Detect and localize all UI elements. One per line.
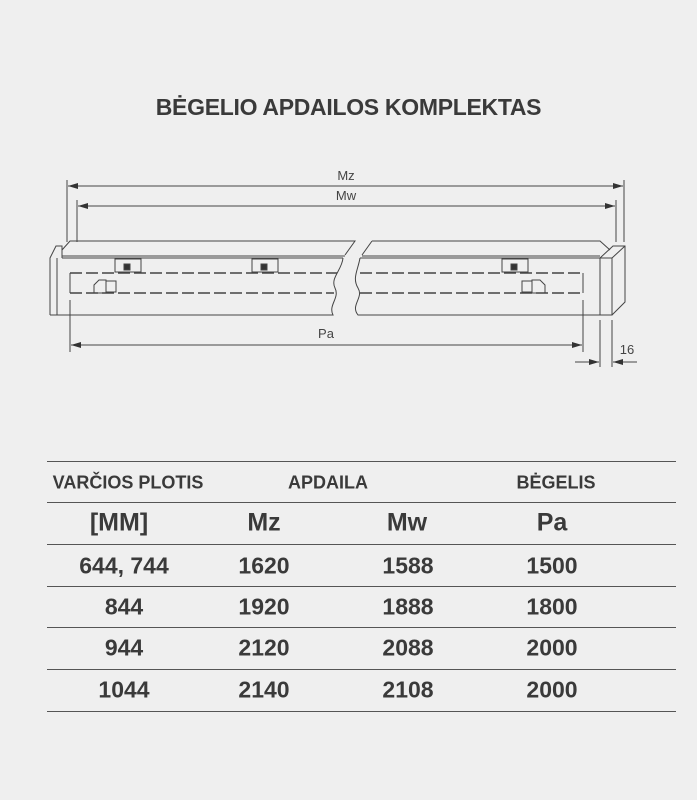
rail-left-section [49, 240, 356, 316]
end-stop-clip [93, 279, 117, 294]
cell-mz: 2120 [238, 634, 290, 661]
table-divider [47, 669, 676, 670]
table-divider [47, 586, 676, 587]
table-divider [47, 544, 676, 545]
header-pa: Pa [536, 508, 568, 537]
thickness-label: 16 [620, 342, 634, 357]
cell-width: 944 [104, 634, 144, 661]
cell-pa: 1500 [526, 552, 578, 579]
header-mw: Mw [386, 508, 428, 537]
cell-mw: 2108 [382, 676, 434, 703]
mounting-bracket [501, 258, 529, 273]
cell-width: 844 [104, 593, 144, 620]
mw-label: Mw [336, 188, 357, 203]
cell-pa: 2000 [526, 676, 578, 703]
cell-pa: 2000 [526, 634, 578, 661]
pa-label: Pa [318, 326, 335, 341]
cell-mz: 1620 [238, 552, 290, 579]
header-rail: BĖGELIS [516, 472, 596, 493]
cell-mz: 2140 [238, 676, 290, 703]
end-stop-clip [521, 279, 546, 294]
table-divider [47, 461, 676, 462]
cell-mw: 1588 [382, 552, 434, 579]
cell-width: 644, 744 [79, 552, 169, 579]
table-divider [47, 627, 676, 628]
cell-mz: 1920 [238, 593, 290, 620]
mounting-bracket [251, 258, 279, 273]
header-unit: [MM] [89, 508, 149, 537]
table-divider [47, 711, 676, 712]
cell-pa: 1800 [526, 593, 578, 620]
header-door-width: VARČIOS PLOTIS [52, 472, 204, 493]
table-divider [47, 502, 676, 503]
cell-mw: 2088 [382, 634, 434, 661]
header-trim: APDAILA [288, 472, 368, 493]
mounting-bracket [114, 258, 142, 273]
rail-trim-diagram: Mz Mw Pa 16 [49, 168, 637, 367]
cell-mw: 1888 [382, 593, 434, 620]
page-title: BĖGELIO APDAILOS KOMPLEKTAS [155, 94, 542, 120]
header-mz: Mz [247, 508, 281, 537]
rail-right-section [354, 240, 626, 316]
cell-width: 1044 [98, 676, 150, 703]
mz-label: Mz [337, 168, 354, 183]
